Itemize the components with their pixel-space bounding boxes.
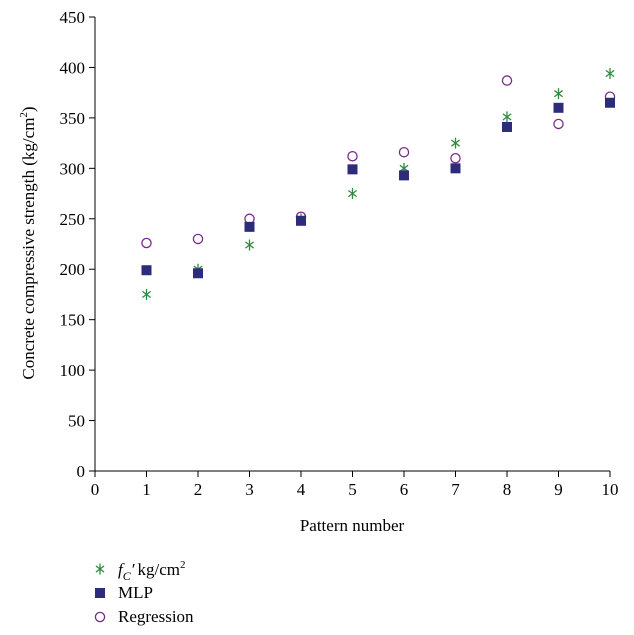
- point-regression: [553, 118, 564, 130]
- point-fc: [347, 188, 358, 200]
- y-tick-label: 450: [60, 8, 86, 27]
- point-mlp: [605, 97, 615, 108]
- point-regression: [347, 150, 358, 162]
- point-regression: [450, 152, 461, 164]
- legend-item-fc: fC′ kg/cm2: [95, 559, 185, 583]
- legend-label-mlp: MLP: [118, 583, 153, 602]
- point-fc: [605, 67, 615, 79]
- legend-item-regression: Regression: [94, 607, 194, 626]
- legend-marker-asterisk: [95, 563, 105, 575]
- point-mlp: [141, 265, 152, 276]
- x-tick-label: 0: [91, 480, 100, 499]
- point-fc: [553, 88, 564, 100]
- y-tick-label: 350: [60, 109, 86, 128]
- legend-label-fc: fC′ kg/cm2: [118, 559, 185, 583]
- point-mlp: [244, 221, 255, 232]
- point-fc: [141, 288, 152, 300]
- x-tick-label: 9: [554, 480, 563, 499]
- y-tick-label: 150: [60, 311, 86, 330]
- point-mlp: [450, 163, 461, 174]
- y-axis-label-main: Concrete compressive strength (kg/cm: [19, 118, 38, 380]
- x-tick-label: 4: [297, 480, 306, 499]
- y-tick-label: 100: [60, 361, 86, 380]
- x-tick-label: 7: [451, 480, 460, 499]
- axes: 0 50 100 150 200 250 300 350 400 450 0 1 2 3 4 5 6 7 8 9 10: [60, 8, 619, 499]
- legend-item-mlp: MLP: [95, 583, 153, 602]
- data-marks: [141, 67, 616, 300]
- y-tick-label: 0: [77, 462, 86, 481]
- legend: fC′ kg/cm2 MLP Regression: [94, 559, 194, 626]
- point-mlp: [193, 268, 203, 279]
- legend-marker-fc: [95, 563, 105, 575]
- y-tick-label: 400: [60, 58, 86, 77]
- legend-marker-square: [95, 588, 105, 598]
- y-tick-label: 50: [68, 412, 85, 431]
- point-mlp: [296, 215, 306, 226]
- x-tick-label: 3: [245, 480, 254, 499]
- point-fc: [244, 239, 255, 251]
- point-mlp: [347, 164, 358, 175]
- y-axis-label-superscript: 2: [18, 112, 30, 118]
- x-tick-label: 8: [503, 480, 512, 499]
- legend-marker-mlp: [95, 588, 105, 598]
- y-axis-label: Concrete compressive strength (kg/cm2): [18, 106, 38, 379]
- point-regression: [398, 146, 410, 158]
- x-tick-label: 5: [348, 480, 357, 499]
- point-fc: [450, 137, 461, 149]
- legend-marker-circle: [94, 611, 106, 623]
- point-regression: [501, 75, 513, 86]
- x-axis-label: Pattern number: [300, 516, 405, 535]
- legend-label-regression: Regression: [118, 607, 194, 626]
- x-tick-label: 2: [194, 480, 203, 499]
- y-tick-label: 250: [60, 210, 86, 229]
- point-fc: [502, 111, 512, 123]
- x-tick-label: 10: [602, 480, 619, 499]
- point-mlp: [399, 170, 409, 181]
- x-tick-label: 6: [400, 480, 409, 499]
- y-axis-label-end: ): [19, 106, 38, 112]
- y-tick-label: 300: [60, 159, 86, 178]
- y-tick-label: 200: [60, 260, 86, 279]
- point-regression: [141, 237, 152, 249]
- point-regression: [192, 233, 204, 245]
- legend-marker-regression: [94, 611, 106, 623]
- x-tick-label: 1: [142, 480, 151, 499]
- point-mlp: [553, 102, 564, 113]
- point-mlp: [502, 121, 512, 132]
